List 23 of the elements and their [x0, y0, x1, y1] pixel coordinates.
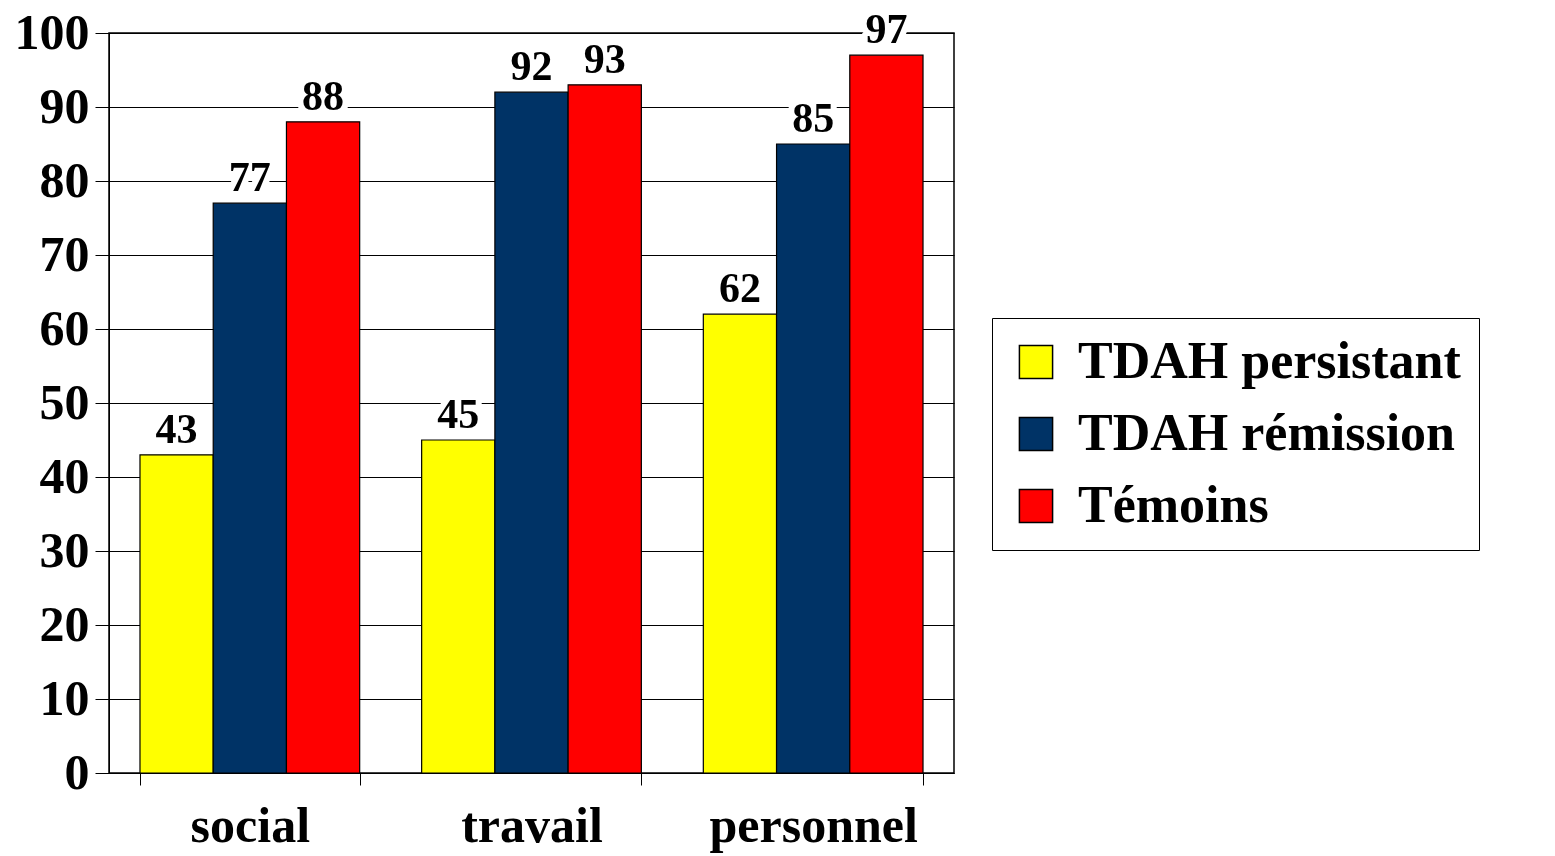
y-tick-label: 70: [39, 225, 90, 282]
legend-label: Témoins: [1078, 476, 1269, 533]
data-label: 45: [437, 391, 480, 437]
y-tick-label: 60: [39, 299, 90, 356]
y-tick-label: 10: [39, 669, 90, 726]
y-tick-label: 80: [39, 151, 90, 208]
data-label: 92: [510, 43, 553, 90]
y-tick-label: 100: [14, 3, 90, 60]
x-tick-label: social: [190, 796, 311, 853]
y-tick-label: 0: [64, 743, 90, 800]
y-tick-label: 90: [39, 77, 90, 134]
data-label: 62: [718, 265, 761, 312]
y-tick-label: 30: [39, 521, 90, 578]
legend-label: TDAH rémission: [1078, 404, 1456, 461]
data-label: 85: [792, 95, 835, 141]
data-label: 43: [155, 405, 198, 452]
y-tick-label: 20: [39, 595, 90, 652]
legend-label: TDAH persistant: [1078, 332, 1462, 389]
y-tick-label: 40: [39, 447, 90, 504]
y-tick-label: 50: [39, 373, 90, 430]
x-tick-label: travail: [461, 796, 603, 853]
data-label: 93: [583, 35, 626, 82]
x-tick-label: personnel: [709, 796, 918, 853]
